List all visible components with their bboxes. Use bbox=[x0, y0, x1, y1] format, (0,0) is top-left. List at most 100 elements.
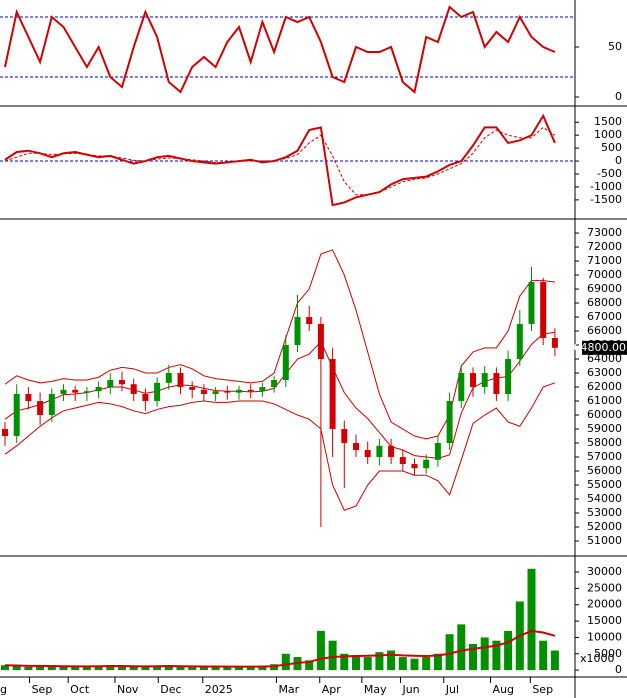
volume-bar bbox=[305, 660, 314, 671]
volume-bar bbox=[527, 568, 536, 671]
candle-body bbox=[446, 401, 453, 444]
volume-bar bbox=[223, 667, 232, 671]
volume-bar bbox=[1, 665, 9, 671]
volume-bar bbox=[550, 650, 559, 671]
volume-bar bbox=[539, 640, 548, 671]
y-tick-label: 62000 bbox=[587, 380, 622, 393]
y-tick-label: 57000 bbox=[587, 450, 622, 463]
candle-body bbox=[505, 359, 512, 395]
volume-bar bbox=[328, 640, 337, 671]
candle-body bbox=[177, 373, 184, 388]
volume-bar bbox=[82, 666, 91, 671]
candle-body bbox=[95, 387, 102, 392]
y-tick-label: 53000 bbox=[587, 506, 622, 519]
candle-body bbox=[224, 391, 231, 393]
y-tick-label: 52000 bbox=[587, 520, 622, 533]
volume-bar bbox=[246, 666, 255, 671]
volume-bar bbox=[363, 657, 372, 671]
candle-body bbox=[458, 373, 465, 402]
candle-body bbox=[329, 359, 336, 430]
y-tick-label: 58000 bbox=[587, 436, 622, 449]
candle-body bbox=[13, 394, 20, 437]
x-tick-label: Apr bbox=[322, 683, 342, 696]
volume-bar bbox=[398, 657, 407, 671]
candle-body bbox=[376, 445, 383, 458]
candle-body bbox=[165, 373, 172, 383]
y-tick-label: 63000 bbox=[587, 366, 622, 379]
volume-bar bbox=[141, 666, 150, 671]
candle-body bbox=[470, 373, 476, 388]
volume-bar bbox=[36, 665, 45, 671]
y-tick-label: 5000 bbox=[594, 647, 622, 660]
volume-bar bbox=[199, 666, 208, 671]
y-tick-label: 20000 bbox=[587, 598, 622, 611]
candle-body bbox=[434, 443, 441, 460]
candle-body bbox=[493, 373, 500, 395]
line bbox=[4, 126, 556, 196]
candle-body bbox=[200, 389, 207, 395]
candle-body bbox=[2, 429, 8, 437]
candle-body bbox=[37, 401, 44, 416]
candle-body bbox=[247, 389, 254, 392]
y-tick-label: 56000 bbox=[587, 464, 622, 477]
y-tick-label: 67000 bbox=[587, 310, 622, 323]
line bbox=[4, 382, 556, 511]
candle-body bbox=[294, 317, 301, 346]
y-tick-label: -500 bbox=[597, 167, 622, 180]
y-tick-label: 25000 bbox=[587, 581, 622, 594]
y-tick-label: 15000 bbox=[587, 614, 622, 627]
y-tick-label: -1000 bbox=[590, 180, 622, 193]
candle-body bbox=[317, 324, 324, 360]
volume-bar bbox=[235, 666, 243, 671]
y-tick-label: 1500 bbox=[594, 115, 622, 128]
candle-body bbox=[72, 389, 79, 393]
candle-body bbox=[271, 380, 278, 388]
y-tick-label: 50 bbox=[608, 40, 622, 53]
y-tick-label: 73000 bbox=[587, 226, 622, 239]
volume-bar bbox=[59, 666, 68, 671]
volume-bar bbox=[469, 643, 477, 671]
y-tick-label: 59000 bbox=[587, 422, 622, 435]
last-price-label: 64800.00 bbox=[574, 341, 627, 354]
y-tick-label: 70000 bbox=[587, 268, 622, 281]
candle-body bbox=[142, 394, 149, 402]
candle-body bbox=[282, 345, 289, 381]
x-tick-label: Sep bbox=[532, 683, 553, 696]
candle-body bbox=[154, 382, 161, 402]
x-tick-label: Mar bbox=[278, 683, 299, 696]
candle-body bbox=[423, 459, 430, 469]
candle-body bbox=[119, 380, 125, 385]
candle-body bbox=[411, 464, 418, 469]
candle-body bbox=[540, 282, 547, 339]
volume-bar bbox=[352, 657, 360, 671]
y-tick-label: 10000 bbox=[587, 630, 622, 643]
x-tick-label: Jun bbox=[401, 683, 419, 696]
candle-body bbox=[130, 384, 137, 395]
x-tick-label: Jul bbox=[445, 683, 459, 696]
last-price-box bbox=[582, 340, 627, 355]
volume-bar bbox=[410, 658, 419, 671]
y-tick-label: 66000 bbox=[587, 324, 622, 337]
y-tick-label: 69000 bbox=[587, 282, 622, 295]
volume-bar bbox=[211, 666, 220, 671]
candle-body bbox=[83, 391, 90, 393]
volume-bar bbox=[47, 666, 56, 671]
y-tick-label: 55000 bbox=[587, 478, 622, 491]
volume-bar bbox=[129, 666, 138, 671]
volume-bar bbox=[176, 666, 185, 671]
y-tick-label: 60000 bbox=[587, 408, 622, 421]
candle-body bbox=[388, 445, 395, 458]
candle-body bbox=[259, 387, 266, 392]
candle-body bbox=[25, 394, 32, 402]
candle-body bbox=[399, 457, 406, 465]
candle-body bbox=[353, 443, 359, 451]
x-tick-label: g bbox=[0, 683, 7, 696]
x-tick-label: Dec bbox=[160, 683, 181, 696]
unit-label: x1000 bbox=[580, 652, 615, 665]
y-tick-label: 51000 bbox=[587, 534, 622, 547]
volume-bar bbox=[457, 624, 466, 671]
y-tick-label: 61000 bbox=[587, 394, 622, 407]
x-tick-label: Nov bbox=[117, 683, 139, 696]
candle-body bbox=[306, 317, 313, 325]
